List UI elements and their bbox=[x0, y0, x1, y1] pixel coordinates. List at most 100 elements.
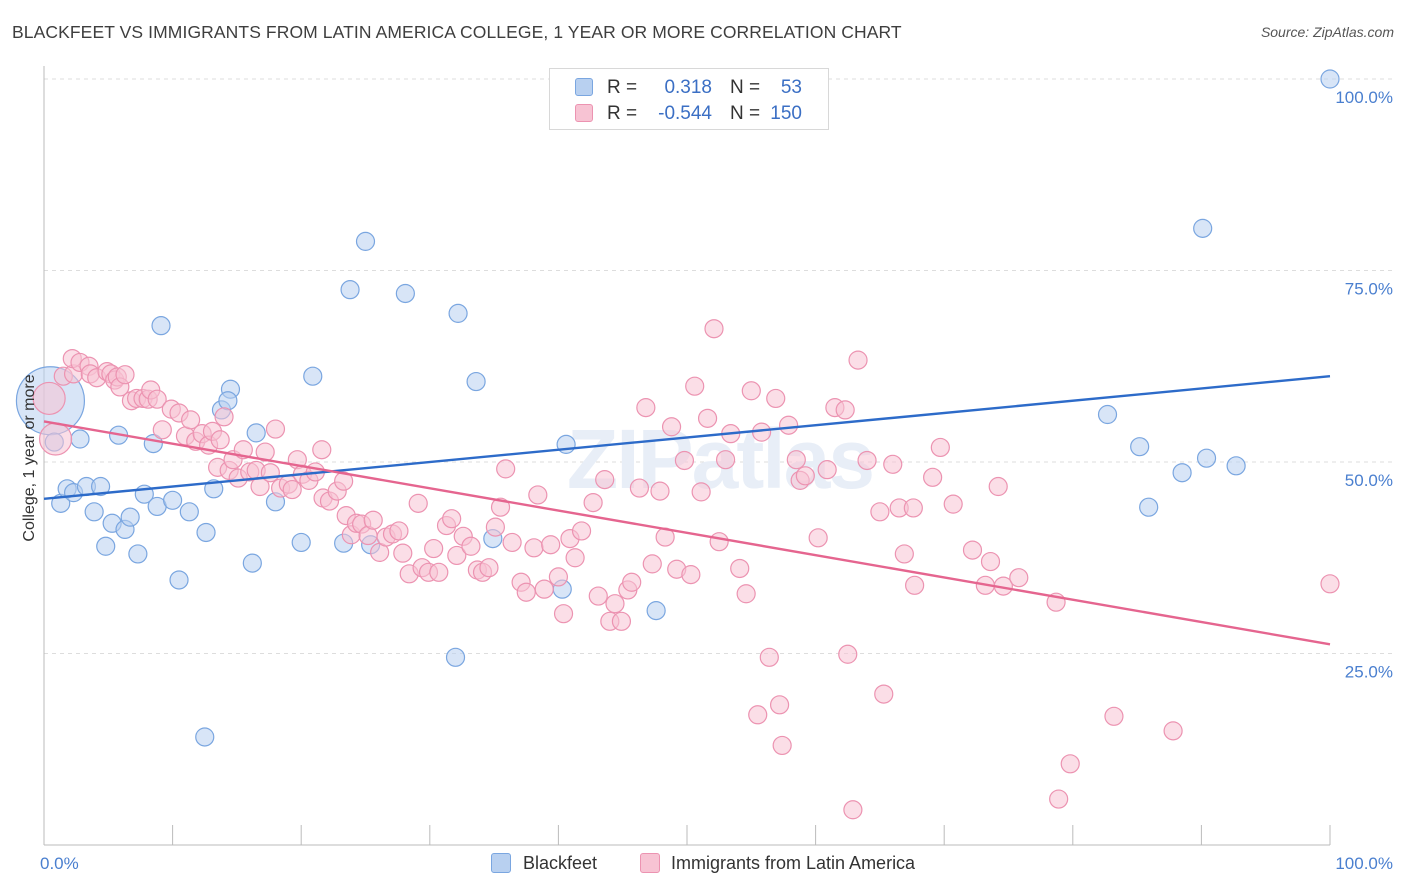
immigrants-point bbox=[38, 422, 73, 456]
immigrants-point bbox=[835, 400, 855, 420]
immigrants-point bbox=[848, 350, 868, 370]
immigrants-point bbox=[265, 419, 286, 439]
immigrants-legend-swatch bbox=[640, 853, 660, 873]
blackfeet-point bbox=[90, 476, 111, 497]
blackfeet-point bbox=[1196, 448, 1217, 468]
immigrants-point bbox=[905, 575, 925, 595]
immigrants-point bbox=[766, 388, 786, 409]
immigrants-point bbox=[363, 510, 383, 530]
immigrants-point bbox=[741, 381, 761, 401]
blackfeet-point bbox=[1130, 437, 1150, 457]
blackfeet-point bbox=[646, 601, 666, 621]
immigrants-points bbox=[32, 319, 1340, 820]
immigrants-point bbox=[691, 482, 711, 502]
immigrants-point bbox=[312, 440, 332, 460]
immigrants-legend-label: Immigrants from Latin America bbox=[671, 853, 916, 873]
n-value: 150 bbox=[770, 103, 802, 124]
blackfeet-legend-swatch bbox=[491, 853, 511, 873]
immigrants-trend-line bbox=[43, 420, 1331, 646]
immigrants-point bbox=[605, 594, 625, 614]
y-tick-label: 50.0% bbox=[1345, 471, 1393, 490]
axes bbox=[43, 66, 1331, 846]
immigrants-point bbox=[730, 558, 750, 579]
blackfeet-point bbox=[340, 280, 360, 300]
immigrants-point bbox=[595, 470, 615, 490]
immigrants-point bbox=[870, 502, 890, 522]
immigrants-point bbox=[903, 498, 923, 518]
immigrants-point bbox=[485, 517, 505, 537]
immigrants-point bbox=[447, 545, 467, 566]
blackfeet-point bbox=[70, 429, 90, 449]
immigrants-point bbox=[661, 417, 682, 437]
blackfeet-point bbox=[196, 522, 216, 543]
immigrants-point bbox=[769, 695, 790, 715]
y-axis-label: College, 1 year or more bbox=[21, 374, 38, 541]
immigrants-point bbox=[553, 604, 574, 624]
blackfeet-point bbox=[169, 570, 189, 590]
immigrants-point bbox=[622, 572, 642, 592]
immigrants-point bbox=[461, 536, 481, 556]
immigrants-point bbox=[674, 450, 695, 471]
x-tick-label: 0.0% bbox=[40, 854, 79, 873]
blackfeet-point bbox=[1139, 497, 1159, 517]
immigrants-point bbox=[528, 485, 548, 505]
immigrants-point bbox=[548, 567, 569, 587]
immigrants-point bbox=[1163, 721, 1183, 741]
blackfeet-point bbox=[355, 231, 376, 251]
blackfeet-point bbox=[195, 727, 215, 747]
immigrants-point bbox=[786, 450, 806, 470]
immigrants-point bbox=[429, 562, 449, 582]
n-label: N = bbox=[730, 77, 761, 98]
immigrants-point bbox=[1060, 754, 1080, 774]
immigrants-point bbox=[923, 467, 943, 487]
immigrants-point bbox=[817, 460, 837, 480]
immigrants-point bbox=[943, 494, 963, 514]
immigrants-point bbox=[565, 548, 585, 568]
blackfeet-point bbox=[163, 490, 183, 510]
immigrants-point bbox=[534, 579, 554, 599]
immigrants-point bbox=[772, 735, 792, 756]
blackfeet-point bbox=[96, 536, 116, 556]
immigrants-point bbox=[1009, 568, 1029, 588]
blackfeet-point bbox=[179, 502, 199, 522]
blackfeet-point bbox=[466, 371, 486, 392]
y-tick-label: 25.0% bbox=[1345, 663, 1393, 682]
immigrants-point bbox=[874, 684, 894, 704]
immigrants-point bbox=[715, 450, 736, 470]
blackfeet-point bbox=[448, 303, 468, 323]
immigrants-point bbox=[424, 538, 444, 559]
blackfeet-point bbox=[246, 423, 266, 443]
immigrants-point bbox=[408, 493, 428, 513]
tick-labels: 25.0% 50.0% 75.0% 100.0% 0.0% 100.0% bbox=[40, 88, 1393, 873]
immigrants-point bbox=[115, 365, 135, 385]
immigrants-point bbox=[736, 584, 756, 604]
immigrants-point bbox=[282, 479, 302, 500]
blackfeet-point bbox=[1193, 218, 1213, 238]
blackfeet-trend-line bbox=[43, 375, 1331, 500]
immigrants-point bbox=[709, 532, 729, 552]
immigrants-point bbox=[393, 543, 413, 563]
blackfeet-point bbox=[128, 544, 148, 564]
immigrants-point bbox=[962, 540, 983, 560]
immigrants-point bbox=[857, 450, 877, 471]
immigrants-point bbox=[260, 463, 280, 483]
blackfeet-point bbox=[218, 391, 238, 411]
immigrants-point bbox=[571, 521, 592, 541]
x-tick-label: 100.0% bbox=[1335, 854, 1393, 873]
blackfeet-point bbox=[395, 283, 415, 304]
immigrants-point bbox=[838, 644, 858, 664]
y-tick-label: 75.0% bbox=[1345, 280, 1393, 299]
r-label: R = bbox=[607, 77, 638, 98]
blackfeet-points bbox=[15, 69, 1340, 747]
immigrants-point bbox=[1104, 706, 1124, 726]
immigrants-point bbox=[636, 398, 656, 418]
y-tick-label: 100.0% bbox=[1335, 88, 1393, 107]
blackfeet-legend-label: Blackfeet bbox=[523, 853, 598, 873]
immigrants-point bbox=[685, 376, 705, 396]
immigrants-point bbox=[988, 476, 1008, 497]
immigrants-point bbox=[748, 705, 768, 725]
n-label: N = bbox=[730, 103, 761, 124]
blackfeet-point bbox=[303, 366, 323, 386]
immigrants-point bbox=[1320, 574, 1340, 594]
